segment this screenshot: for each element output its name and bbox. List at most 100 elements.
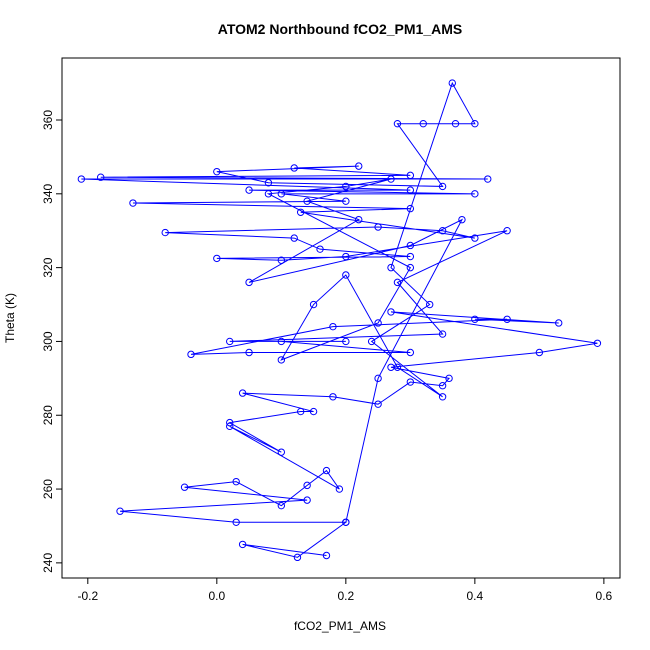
data-point [342,197,350,205]
data-point [387,175,395,183]
data-point [277,190,286,198]
data-point [406,171,415,180]
data-point [406,186,415,194]
x-tick-label: 0.2 [337,589,354,603]
data-point [232,477,240,486]
data-point [97,173,105,181]
data-point [335,485,344,493]
data-point [277,356,286,364]
data-point [374,400,382,408]
y-tick-label: 280 [41,405,55,425]
data-point [277,501,286,510]
data-point [322,466,331,475]
data-point [503,227,511,235]
data-point [419,119,427,128]
data-point [355,162,363,170]
data-point [471,119,479,128]
data-point [309,300,318,309]
data-point [448,79,456,87]
data-point [438,227,447,235]
data-point [161,228,169,237]
data-point [303,496,311,504]
data-point [393,363,402,371]
data-point [309,407,318,416]
data-point [180,483,189,491]
data-point [438,330,447,338]
data-point [77,175,86,183]
data-line [81,81,598,558]
data-point [355,215,363,224]
data-point [342,182,350,191]
data-point [290,234,298,242]
data-point [393,278,402,287]
data-point [593,339,602,347]
data-point [329,322,337,331]
data-point [342,252,350,261]
data-point [116,507,124,515]
x-tick-label: 0.6 [596,589,613,603]
data-point [316,245,324,253]
data-point [458,215,466,224]
data-point [374,374,382,383]
y-tick-label: 240 [41,553,55,573]
data-point [296,407,305,416]
data-point [471,190,479,198]
data-point [303,481,311,490]
data-point [387,308,395,316]
data-point [445,374,453,383]
y-tick-label: 260 [41,479,55,499]
data-point [226,422,234,431]
data-point [535,348,544,357]
data-point [387,263,395,272]
y-tick-label: 320 [41,257,55,277]
data-point [374,319,382,327]
y-tick-label: 360 [41,110,55,130]
chart-title: ATOM2 Northbound fCO2_PM1_AMS [218,21,463,37]
data-point [264,190,273,198]
data-point [406,241,415,250]
data-point [226,418,234,427]
data-point [293,553,302,562]
data-point [277,256,286,264]
data-point [322,551,331,560]
x-tick-label: -0.2 [77,589,98,603]
data-point [245,348,253,357]
x-tick-label: 0.0 [208,589,225,603]
data-point [213,167,221,176]
data-point [438,382,447,390]
data-point [406,204,415,213]
data-point [238,389,247,397]
data-point [264,179,273,187]
data-point [245,186,253,194]
data-point [213,254,221,263]
data-point [393,119,402,128]
data-point [471,315,479,323]
data-point [129,199,137,207]
plot-frame [61,57,621,579]
data-point [342,337,350,346]
data-point [425,300,434,309]
data-point [342,271,350,279]
data-point [406,378,415,386]
y-tick-label: 300 [41,331,55,351]
data-point [367,337,376,346]
x-tick-label: 0.4 [467,589,484,603]
data-point [555,319,563,327]
data-point [451,119,460,128]
data-point [374,223,382,231]
x-axis-label: fCO2_PM1_AMS [294,619,386,633]
data-point [277,337,286,346]
data-point [438,393,447,401]
data-point [277,448,286,456]
data-point [187,350,195,359]
data-point [438,182,447,191]
data-point [484,175,492,183]
data-point [329,393,337,401]
data-point [406,263,415,272]
data-point [406,252,415,261]
y-tick-label: 340 [41,183,55,203]
y-axis-label: Theta (K) [3,293,17,343]
data-point [471,234,479,242]
data-point [232,518,240,526]
